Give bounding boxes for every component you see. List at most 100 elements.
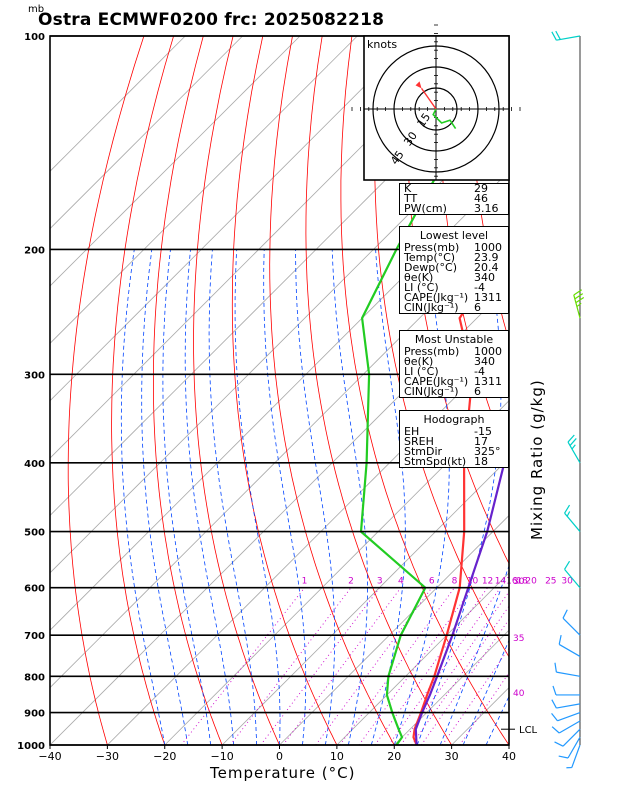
- dry-adiabat-line: [340, 36, 509, 745]
- isotherm-line: [221, 457, 509, 745]
- chart-title: Ostra ECMWF0200 frc: 2025082218: [38, 10, 385, 30]
- x-tick-label: 20: [387, 750, 401, 763]
- wind-barb: [567, 434, 581, 464]
- pressure-tick-label: 300: [24, 370, 45, 381]
- storm-motion-arrowhead: [415, 81, 422, 89]
- wind-barb: [554, 728, 581, 747]
- isotherm-line: [50, 36, 243, 230]
- moist-adiabat-line: [208, 249, 257, 745]
- lowest-row-cape: CAPE(Jkg⁻¹) 1311: [404, 291, 502, 304]
- pressure-unit-label: mb: [28, 4, 45, 15]
- moist-adiabat-line: [295, 249, 336, 745]
- dry-adiabat-line: [590, 36, 618, 745]
- mixing-ratio-line: [358, 587, 473, 745]
- wind-barb: [573, 289, 585, 319]
- mixing-ratio-label: 16: [506, 577, 518, 587]
- pressure-tick-label: 800: [24, 672, 45, 683]
- moist-adiabat-line: [234, 249, 281, 745]
- isotherm-line: [50, 36, 186, 172]
- pressure-tick-label: 700: [24, 631, 45, 642]
- mixing-ratio-line: [388, 587, 501, 745]
- dry-adiabat-line: [269, 36, 395, 745]
- pressure-tick-label: 100: [24, 32, 45, 43]
- mixing-ratio-label: 20: [525, 577, 537, 587]
- mu-row-press: Press(mb) 1000: [404, 345, 502, 358]
- mixing-ratio-label: 10: [467, 577, 479, 587]
- mu-row-cin: CIN(Jkg⁻¹) 6: [404, 385, 481, 398]
- most-unstable-header: Most Unstable: [414, 333, 494, 346]
- wind-barb: [551, 30, 581, 41]
- chart-background: [50, 36, 618, 745]
- mixing-ratio-label: 18: [516, 577, 528, 587]
- isotherm-line: [50, 36, 473, 459]
- dry-adiabat-line: [305, 36, 452, 745]
- hodograph-panel: Hodograph EH -15 SREH 17 StmDir 325° StmSpd…: [399, 410, 509, 468]
- pressure-tick-label: 400: [24, 459, 45, 470]
- hodo-row-sreh: SREH 17: [404, 435, 488, 448]
- x-tick-label: −30: [96, 750, 119, 763]
- mixing-ratio-line: [411, 605, 509, 745]
- moist-adiabat-line: [141, 249, 189, 745]
- mixing-ratio-line: [339, 587, 455, 745]
- moist-adiabat-line: [393, 249, 450, 745]
- hodograph-trace: [432, 108, 457, 130]
- isotherm-line: [50, 36, 301, 287]
- wind-barb: [552, 685, 580, 696]
- mixing-ratio-axis-label: Mixing Ratio (g/kg): [528, 379, 546, 540]
- wind-barbs: [551, 30, 585, 769]
- isotherm-line: [50, 170, 509, 631]
- isotherm-line: [50, 36, 358, 344]
- wind-barb: [551, 699, 581, 709]
- wind-barb: [564, 504, 581, 532]
- dewpoint-profile: [359, 39, 509, 745]
- wind-barb: [562, 609, 581, 636]
- isotherm-line: [50, 228, 509, 689]
- moist-adiabat-line: [370, 249, 406, 745]
- lowest-row-temp: Temp(°C) 23.9: [404, 251, 499, 264]
- indices-row-tt: TT 46: [404, 192, 488, 205]
- wind-barb: [554, 662, 581, 677]
- lowest-level-header: Lowest level: [419, 229, 489, 242]
- moist-adiabat-line: [331, 249, 368, 745]
- mixing-ratio-label: 30: [561, 577, 573, 587]
- wind-barb: [551, 720, 581, 734]
- indices-row-pw: PW(cm) 3.16: [404, 202, 499, 215]
- moist-adiabat-line: [184, 249, 234, 745]
- moist-adiabat-line: [485, 695, 509, 745]
- wind-barb: [551, 711, 581, 722]
- mixing-ratio-label: 25: [545, 577, 556, 587]
- dry-adiabat-line: [111, 36, 174, 745]
- moist-adiabat-line: [416, 249, 502, 745]
- mixing-ratio-label: 12: [482, 577, 493, 587]
- lowest-row-li: LI (°C) -4: [404, 281, 485, 294]
- hodograph-unit-label: knots: [367, 38, 398, 51]
- mixing-ratio-label: 1: [302, 577, 308, 587]
- mixing-ratio-label: 2: [348, 577, 354, 587]
- theta-label: 35: [513, 634, 524, 644]
- dry-adiabat-line: [469, 36, 509, 343]
- isotherm-line: [508, 744, 509, 745]
- mixing-ratio-label: 8: [452, 577, 458, 587]
- dry-adiabat-line: [374, 36, 509, 658]
- wind-barb: [564, 560, 581, 589]
- lowest-row-dewp: Dewp(°C) 20.4: [404, 261, 499, 274]
- moist-adiabat-line: [508, 744, 509, 745]
- x-tick-label: −20: [153, 750, 176, 763]
- mixing-ratio-line: [459, 672, 509, 745]
- isotherm-line: [50, 36, 416, 402]
- wind-barb: [558, 736, 581, 759]
- mixing-ratio-label: 14: [495, 577, 507, 587]
- dry-adiabat-line: [67, 36, 145, 745]
- x-tick-label: 30: [445, 750, 459, 763]
- plot-area: [50, 36, 618, 745]
- dry-adiabat-line: [193, 36, 280, 745]
- lowest-level-panel: Lowest level Press(mb) 1000 Temp(°C) 23.9 …: [399, 226, 509, 314]
- dry-adiabat-line: [152, 36, 223, 745]
- hodograph-panel-header: Hodograph: [423, 413, 485, 426]
- lowest-row-thetae: θe(K) 340: [404, 271, 495, 284]
- pressure-tick-label: 600: [24, 584, 45, 595]
- x-tick-label: 0: [276, 750, 283, 763]
- mixing-ratio-line: [260, 587, 381, 745]
- wind-barb: [558, 635, 581, 657]
